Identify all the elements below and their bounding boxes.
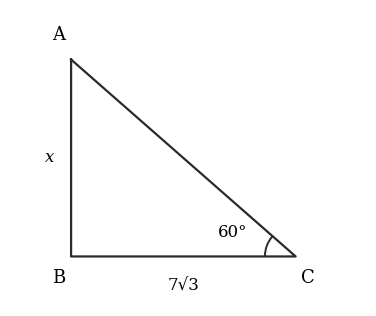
Text: C: C bbox=[301, 269, 315, 287]
Text: 60°: 60° bbox=[218, 224, 247, 241]
Text: B: B bbox=[52, 269, 65, 287]
Text: A: A bbox=[52, 26, 65, 44]
Text: x: x bbox=[45, 149, 54, 167]
Text: 7√3: 7√3 bbox=[167, 278, 199, 295]
